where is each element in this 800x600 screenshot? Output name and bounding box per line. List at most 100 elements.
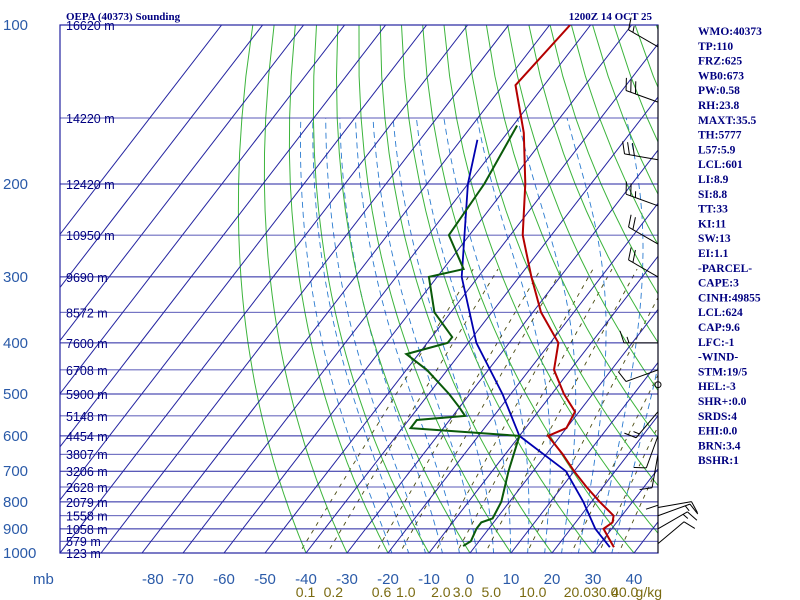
index-entry: CAP:9.6: [698, 322, 740, 334]
temperature-tick-label: -30: [336, 571, 358, 588]
index-entry: SW:13: [698, 233, 731, 245]
wind-barbs: [617, 17, 699, 553]
wind-barb: [657, 501, 698, 513]
isotherm: [510, 361, 658, 553]
index-entry: KI:11: [698, 218, 726, 230]
dry-adiabat: [464, 25, 658, 487]
mixing-ratio-tick-label: 2.0: [431, 584, 451, 600]
mixing-ratio-axis: 0.1 0.2 0.6 1.0 2.0 3.0 5.0 10.0 20.0 30.040.0g/k…: [296, 584, 662, 600]
isotherm: [182, 25, 592, 553]
wind-barb: [628, 17, 659, 48]
height-label: 10950 m: [66, 229, 115, 243]
temperature-tick-label: -60: [213, 571, 235, 588]
index-entry: CINH:49855: [698, 292, 761, 304]
index-entry: WMO:40373: [698, 26, 762, 38]
temperature-tick-label: -70: [172, 571, 194, 588]
dry-adiabat: [443, 25, 658, 534]
index-entry: WB0:673: [698, 70, 744, 82]
mixing-ratio-tick-label: 30.0: [591, 584, 618, 600]
mixing-ratio-tick-label: 10.0: [519, 584, 546, 600]
mixing-ratio-tick-label: 0.1: [296, 584, 316, 600]
mixing-ratio-line: [434, 268, 594, 553]
height-label: 4454 m: [66, 430, 108, 444]
wind-barb: [628, 214, 659, 245]
dry-adiabat: [570, 25, 658, 246]
wind-barb: [625, 77, 659, 103]
wind-barb: [619, 330, 658, 344]
isotherm: [264, 43, 658, 553]
index-entry: STM:19/5: [698, 366, 747, 378]
index-entry: LCL:624: [698, 307, 743, 319]
temperature-tick-label: 20: [544, 571, 561, 588]
wind-barb: [633, 435, 659, 469]
height-label: 5148 m: [66, 410, 108, 424]
height-label: 16620 m: [66, 19, 115, 33]
height-label: 2079 m: [66, 496, 108, 510]
height-label: 14220 m: [66, 112, 115, 126]
chart-title-area: OEPA (40373) Sounding 1200Z 14 OCT 25: [66, 11, 652, 23]
pressure-label: 400: [3, 335, 28, 352]
mixing-ratio-lines: [299, 268, 658, 553]
pressure-axis-label: mb: [33, 571, 54, 588]
isotherms: [60, 25, 658, 553]
isotherm: [551, 414, 658, 553]
index-entry: CAPE:3: [698, 278, 739, 290]
height-label: 5900 m: [66, 388, 108, 402]
height-label: 8572 m: [66, 306, 108, 320]
temperature-tick-label: -50: [254, 571, 276, 588]
index-entry: SHR+:0.0: [698, 396, 747, 408]
isotherm: [60, 25, 428, 501]
index-entry: BSHR:1: [698, 455, 739, 467]
mixing-ratio-tick-label: 1.0: [396, 584, 416, 600]
index-entry: FRZ:625: [698, 56, 742, 68]
parcel-path-line: [460, 139, 611, 548]
dry-adiabat: [549, 25, 658, 295]
mixing-ratio-line: [374, 268, 542, 553]
pressure-label: 900: [3, 521, 28, 538]
temperature-tick-label: -10: [418, 571, 440, 588]
mixing-ratio-line: [526, 296, 658, 553]
wind-barb: [645, 471, 659, 510]
isotherm: [60, 25, 305, 342]
isotherm: [100, 25, 510, 553]
isotherm: [223, 25, 633, 553]
chart-title: OEPA (40373) Sounding: [66, 11, 181, 23]
wind-barb: [657, 521, 696, 545]
isotherm: [428, 255, 658, 553]
index-entry: HEL:-3: [698, 381, 736, 393]
isotherm: [60, 25, 346, 395]
index-entry: LFC:-1: [698, 337, 735, 349]
wind-barb: [625, 181, 659, 207]
index-entry: L57:5.9: [698, 144, 736, 156]
dry-adiabat: [237, 25, 307, 553]
temperature-tick-label: -80: [142, 571, 164, 588]
mixing-ratio-tick-label: 40.0: [611, 584, 638, 600]
pressure-label: 100: [3, 17, 28, 34]
height-label: 3206 m: [66, 465, 108, 479]
pressure-axis: 100 200 300 400 500 600 700 800 900 1000 mb: [3, 17, 54, 588]
dry-adiabat: [401, 25, 594, 553]
index-entry: TT:33: [698, 204, 728, 216]
wind-barb: [617, 369, 659, 382]
height-label: 1558 m: [66, 510, 108, 524]
isotherm: [141, 25, 551, 553]
mixing-ratio-tick-label: 0.2: [324, 584, 344, 600]
height-labels: 16620 m 14220 m 12420 m 10950 m 9690 m 8572 m…: [60, 19, 658, 561]
height-label: 579 m: [66, 535, 101, 549]
height-label: 3807 m: [66, 448, 108, 462]
dry-adiabat: [288, 25, 389, 553]
temperature-tick-label: -40: [295, 571, 317, 588]
isotherm: [469, 308, 658, 553]
wind-barb: [657, 511, 698, 530]
temperature-tick-label: 30: [585, 571, 602, 588]
mixing-ratio-line: [399, 268, 563, 553]
index-entry: LCL:601: [698, 159, 743, 171]
dry-adiabat: [312, 25, 430, 553]
index-entry: TP:110: [698, 41, 733, 53]
dry-adiabat: [379, 25, 553, 553]
wind-barb: [622, 141, 659, 161]
temperature-tick-label: 40: [626, 571, 643, 588]
dry-adiabat: [507, 25, 658, 392]
mixing-ratio-tick-label: 0.6: [372, 584, 392, 600]
